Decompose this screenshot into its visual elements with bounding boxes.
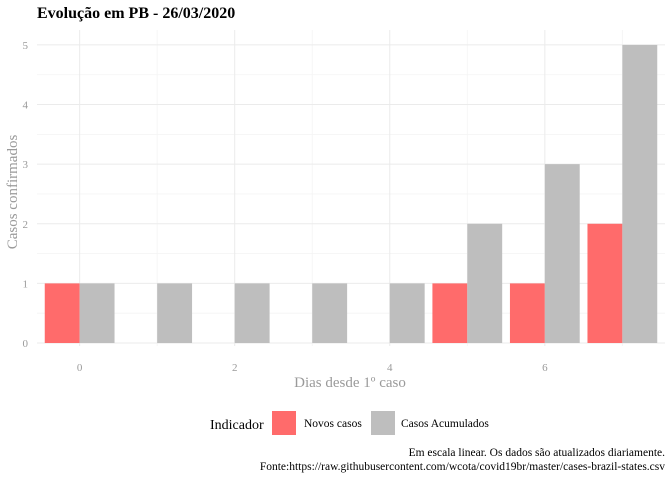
x-tick-label: 6 (542, 362, 548, 374)
x-tick-label: 0 (77, 362, 83, 374)
bar-casos-acumulados (544, 164, 580, 344)
bar-casos-acumulados (622, 44, 658, 344)
legend-label-novos-casos: Novos casos (304, 418, 362, 430)
bar-casos-acumulados (312, 283, 348, 344)
x-axis-title: Dias desde 1º caso (294, 375, 406, 391)
legend: Indicador Novos casos Casos Acumulados (210, 411, 489, 435)
legend-key-novos-casos (272, 411, 296, 435)
bar-casos-acumulados (467, 223, 503, 344)
bar-casos-acumulados (389, 283, 425, 344)
bar-casos-acumulados (79, 283, 115, 344)
x-tick-labels: 0 2 4 6 (77, 362, 548, 374)
bars-layer (44, 44, 658, 344)
x-tick-label: 4 (387, 362, 393, 374)
y-tick-label: 4 (23, 100, 29, 112)
y-tick-label: 0 (23, 338, 29, 350)
y-tick-label: 5 (23, 40, 29, 52)
bar-novos-casos (587, 223, 623, 344)
x-tick-label: 2 (232, 362, 238, 374)
bar-casos-acumulados (234, 283, 270, 344)
y-tick-labels: 0 1 2 3 4 5 (23, 40, 29, 350)
bar-casos-acumulados (157, 283, 193, 344)
y-tick-label: 3 (23, 159, 29, 171)
bar-novos-casos (44, 283, 80, 344)
y-tick-label: 1 (23, 278, 29, 290)
caption-line-2: Fonte:https://raw.githubusercontent.com/… (260, 461, 665, 473)
y-axis-title: Casos confirmados (5, 135, 21, 250)
bar-novos-casos (509, 283, 545, 344)
legend-key-casos-acumulados (371, 411, 395, 435)
bar-novos-casos (432, 283, 468, 344)
caption: Em escala linear. Os dados são atualizad… (260, 447, 665, 473)
chart-title: Evolução em PB - 26/03/2020 (37, 5, 235, 22)
y-tick-label: 2 (23, 219, 29, 231)
caption-line-1: Em escala linear. Os dados são atualizad… (409, 447, 666, 459)
legend-title: Indicador (210, 418, 264, 433)
legend-label-casos-acumulados: Casos Acumulados (401, 418, 489, 430)
